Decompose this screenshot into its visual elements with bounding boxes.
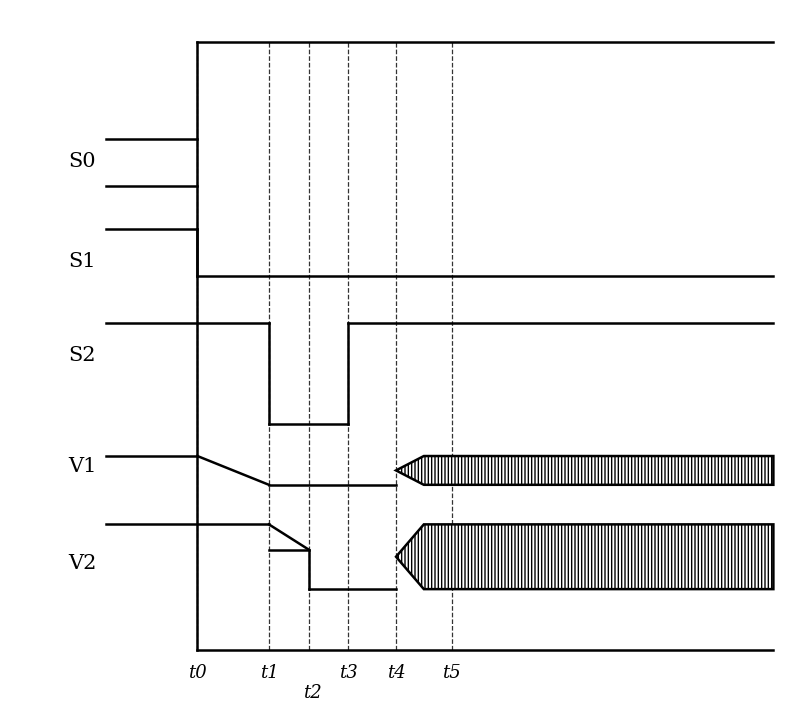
Text: S1: S1 (69, 252, 96, 271)
Text: V2: V2 (68, 555, 97, 573)
Text: S0: S0 (69, 152, 96, 170)
Text: t0: t0 (188, 664, 206, 682)
Text: t4: t4 (386, 664, 406, 682)
Text: S2: S2 (69, 346, 96, 365)
Text: t1: t1 (259, 664, 278, 682)
Text: t5: t5 (442, 664, 461, 682)
Polygon shape (396, 456, 774, 485)
Text: t3: t3 (339, 664, 358, 682)
Text: V1: V1 (68, 457, 97, 476)
Text: t2: t2 (303, 684, 322, 703)
Polygon shape (396, 524, 774, 589)
